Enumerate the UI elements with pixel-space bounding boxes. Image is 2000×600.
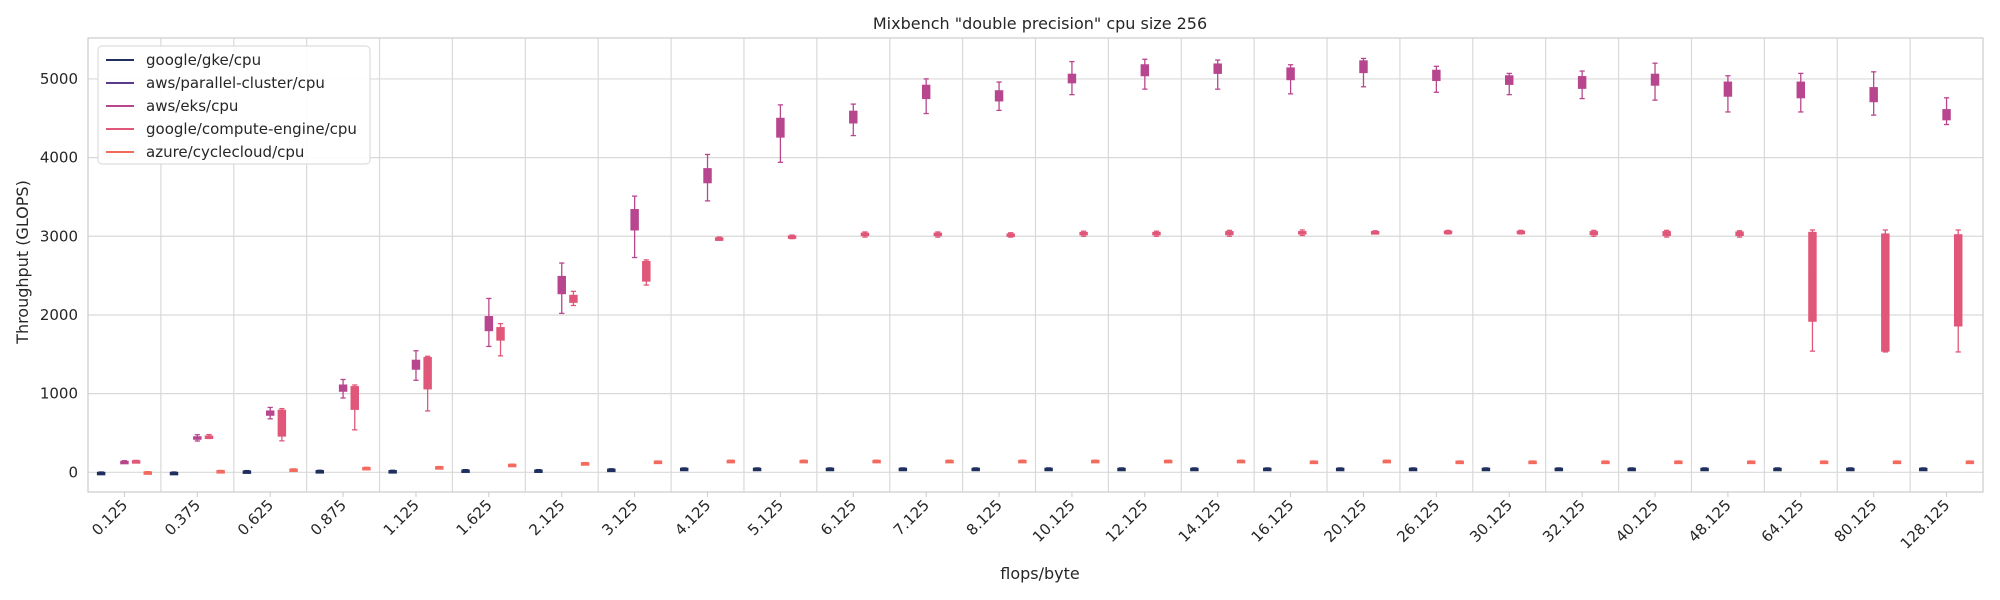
- plot-frame: [87, 37, 1984, 493]
- y-tick-label: 5000: [40, 70, 78, 88]
- legend-label: aws/parallel-cluster/cpu: [146, 74, 325, 92]
- y-axis-label: Throughput (GLOPS): [13, 180, 32, 345]
- box: [1213, 63, 1222, 74]
- box: [557, 275, 566, 295]
- box: [776, 117, 785, 138]
- series-google-gke-cpu: [96, 467, 1928, 476]
- legend-label: azure/cyclecloud/cpu: [146, 143, 304, 161]
- box: [1953, 234, 1963, 327]
- box-series: [96, 57, 1975, 476]
- box: [1808, 231, 1817, 322]
- series-google-compute-engine-cpu: [131, 229, 1963, 464]
- box: [642, 260, 651, 282]
- y-tick-label: 0: [68, 463, 78, 481]
- y-tick-label: 1000: [40, 385, 78, 403]
- box: [1881, 233, 1890, 352]
- box: [350, 386, 359, 410]
- y-tick-label: 4000: [40, 149, 78, 167]
- box: [277, 409, 287, 437]
- legend: google/gke/cpu aws/parallel-cluster/cpu aw…: [97, 45, 371, 165]
- legend-label: aws/eks/cpu: [146, 97, 238, 115]
- y-tick-label: 3000: [40, 227, 78, 245]
- x-axis-label: flops/byte: [1000, 564, 1080, 583]
- box: [1359, 60, 1368, 74]
- legend-box: [97, 45, 371, 165]
- legend-label: google/compute-engine/cpu: [146, 120, 357, 138]
- box: [423, 356, 432, 390]
- y-tick-label: 2000: [40, 306, 78, 324]
- legend-label: google/gke/cpu: [146, 51, 261, 69]
- y-tick-labels: 0 1000 2000 3000 4000 5000: [40, 70, 78, 481]
- box: [703, 168, 712, 184]
- series-aws-eks-cpu: [120, 57, 1951, 465]
- box: [1723, 81, 1733, 97]
- series-azure-cyclecloud-cpu: [143, 459, 1975, 475]
- chart-title: Mixbench "double precision" cpu size 256: [873, 14, 1207, 33]
